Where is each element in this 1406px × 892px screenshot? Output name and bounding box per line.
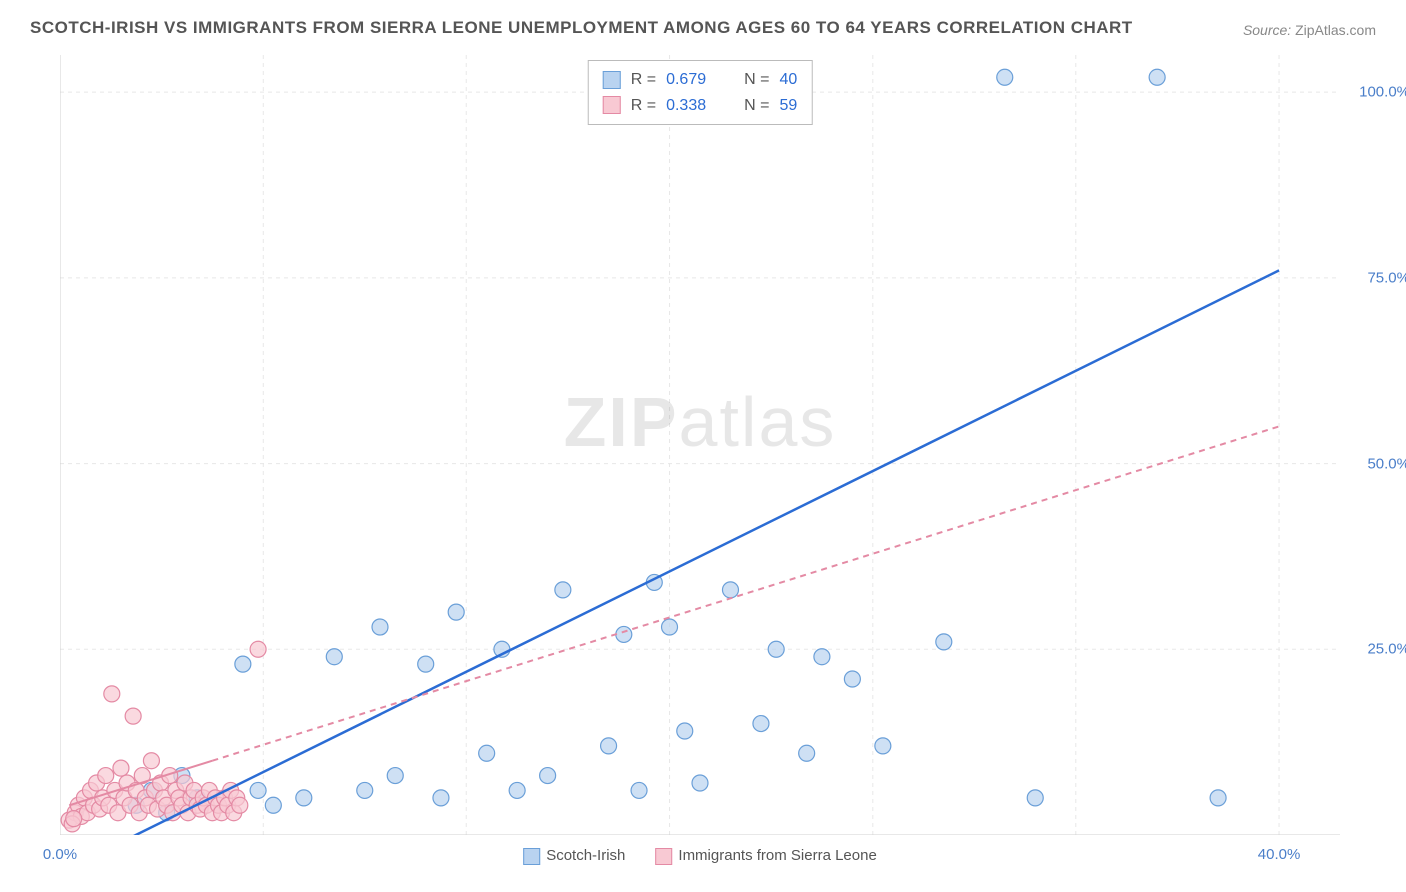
n-label: N = — [744, 67, 769, 93]
r-label: R = — [631, 67, 656, 93]
legend-label: Scotch-Irish — [546, 847, 625, 864]
legend-swatch-icon — [655, 848, 672, 865]
y-tick-label: 25.0% — [1367, 641, 1406, 658]
y-tick-label: 75.0% — [1367, 269, 1406, 286]
legend-swatch-icon — [523, 848, 540, 865]
n-value: 59 — [779, 93, 797, 119]
correlation-legend: R = 0.679 N = 40 R = 0.338 N = 59 — [588, 60, 813, 125]
r-value: 0.679 — [666, 67, 706, 93]
legend-swatch-icon — [603, 96, 621, 114]
series-legend: Scotch-Irish Immigrants from Sierra Leon… — [523, 847, 877, 865]
legend-item: Immigrants from Sierra Leone — [655, 847, 876, 865]
chart-title: SCOTCH-IRISH VS IMMIGRANTS FROM SIERRA L… — [30, 18, 1133, 38]
y-tick-label: 50.0% — [1367, 455, 1406, 472]
legend-swatch-icon — [603, 71, 621, 89]
chart-area: R = 0.679 N = 40 R = 0.338 N = 59 ZIPatl… — [60, 55, 1340, 835]
r-label: R = — [631, 93, 656, 119]
legend-row: R = 0.679 N = 40 — [603, 67, 798, 93]
x-tick-label: 0.0% — [43, 846, 77, 863]
legend-label: Immigrants from Sierra Leone — [678, 847, 876, 864]
source-attribution: Source: ZipAtlas.com — [1243, 22, 1376, 38]
source-label: Source: — [1243, 22, 1291, 38]
n-value: 40 — [779, 67, 797, 93]
n-label: N = — [744, 93, 769, 119]
legend-row: R = 0.338 N = 59 — [603, 93, 798, 119]
r-value: 0.338 — [666, 93, 706, 119]
x-tick-label: 40.0% — [1258, 846, 1301, 863]
source-value: ZipAtlas.com — [1295, 22, 1376, 38]
y-tick-label: 100.0% — [1359, 84, 1406, 101]
legend-item: Scotch-Irish — [523, 847, 625, 865]
scatter-plot — [60, 55, 1340, 835]
